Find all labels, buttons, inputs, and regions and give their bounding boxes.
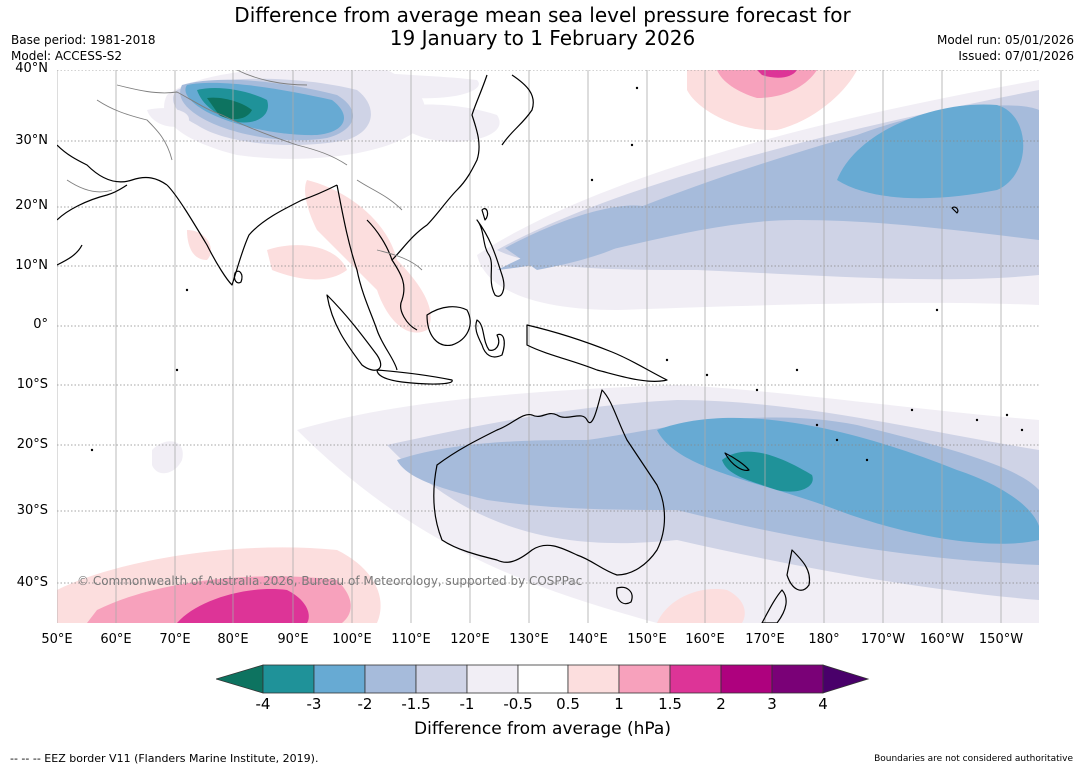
lat-label: 20°S <box>16 437 48 452</box>
lon-label: 80°E <box>217 632 249 647</box>
colorbar-tick: 1 <box>614 695 624 713</box>
pressure-map <box>57 70 1039 623</box>
pacific-islands <box>90 86 1024 462</box>
colorbar-graphic <box>214 664 870 694</box>
colorbar-tick: 4 <box>818 695 828 713</box>
base-period: Base period: 1981-2018 <box>11 33 156 47</box>
lon-label: 160°E <box>685 632 725 647</box>
lon-label: 180° <box>808 632 840 647</box>
south-pacific-low-anomaly <box>297 385 1039 623</box>
colorbar-title: Difference from average (hPa) <box>414 719 671 739</box>
lon-label: 170°E <box>745 632 785 647</box>
north-pacific-low-anomaly <box>477 80 1039 310</box>
eez-note: -- -- -- EEZ border V11 (Flanders Marine… <box>10 752 319 765</box>
lat-label: 40°S <box>16 575 48 590</box>
colorbar-swatch <box>313 664 366 694</box>
lon-label: 140°E <box>568 632 608 647</box>
lon-label: 150°W <box>978 632 1024 647</box>
colorbar-tick: 0.5 <box>556 695 580 713</box>
lat-label: 20°N <box>15 198 48 213</box>
model-run: Model run: 05/01/2026 <box>936 33 1074 47</box>
meta-left: Base period: 1981-2018 Model: ACCESS-S2 <box>11 32 156 64</box>
colorbar-swatch <box>415 664 468 694</box>
model-name: Model: ACCESS-S2 <box>11 49 123 63</box>
lon-label: 160°W <box>919 632 965 647</box>
colorbar-tick: -1 <box>459 695 475 713</box>
positive-anomalies <box>57 70 857 623</box>
meta-right: Model run: 05/01/2026 Issued: 07/01/2026 <box>937 32 1074 64</box>
colorbar-swatch <box>214 664 264 694</box>
boundary-disclaimer: Boundaries are not considered authoritat… <box>874 754 1073 764</box>
colorbar-swatch <box>466 664 519 694</box>
colorbar-swatch <box>618 664 671 694</box>
lon-label: 120°E <box>450 632 490 647</box>
lat-label: 0° <box>33 317 48 332</box>
coastlines <box>57 74 959 623</box>
colorbar-tick: 3 <box>767 695 777 713</box>
colorbar-tick: -3 <box>306 695 322 713</box>
lat-label: 10°S <box>16 377 48 392</box>
meridians <box>57 70 1002 623</box>
title-line-2: 19 January to 1 February 2026 <box>389 26 696 50</box>
colorbar-swatch <box>364 664 417 694</box>
lat-label: 40°N <box>15 61 48 76</box>
lat-label: 30°N <box>15 133 48 148</box>
lon-label: 110°E <box>391 632 431 647</box>
colorbar-tick: 2 <box>716 695 726 713</box>
issued-date: Issued: 07/01/2026 <box>958 49 1074 63</box>
lat-label: 30°S <box>16 503 48 518</box>
colorbar-swatch <box>567 664 620 694</box>
copyright-note: © Commonwealth of Australia 2026, Bureau… <box>77 574 583 588</box>
colorbar-swatch <box>720 664 773 694</box>
colorbar-swatch <box>771 664 824 694</box>
map-panel <box>57 70 1039 623</box>
lon-label: 50°E <box>41 632 73 647</box>
colorbar-swatch <box>669 664 722 694</box>
graticule <box>57 70 1039 584</box>
lon-label: 100°E <box>332 632 372 647</box>
lon-label: 130°E <box>509 632 549 647</box>
colorbar-tick: -0.5 <box>503 695 533 713</box>
colorbar-tick: -2 <box>357 695 373 713</box>
lon-label: 70°E <box>159 632 191 647</box>
country-borders <box>66 70 423 271</box>
colorbar-swatch <box>822 664 870 694</box>
tibet-low-anomaly <box>147 70 500 159</box>
lon-label: 170°W <box>860 632 906 647</box>
colorbar <box>214 663 871 699</box>
lat-label: 10°N <box>15 258 48 273</box>
map-title: Difference from average mean sea level p… <box>0 4 1085 50</box>
colorbar-tick: -1.5 <box>401 695 431 713</box>
colorbar-tick: -4 <box>255 695 271 713</box>
lon-label: 150°E <box>627 632 667 647</box>
colorbar-swatch <box>517 664 569 694</box>
lon-label: 90°E <box>277 632 309 647</box>
lon-label: 60°E <box>100 632 132 647</box>
colorbar-tick: 1.5 <box>658 695 682 713</box>
colorbar-swatch <box>262 664 315 694</box>
title-line-1: Difference from average mean sea level p… <box>234 3 851 27</box>
